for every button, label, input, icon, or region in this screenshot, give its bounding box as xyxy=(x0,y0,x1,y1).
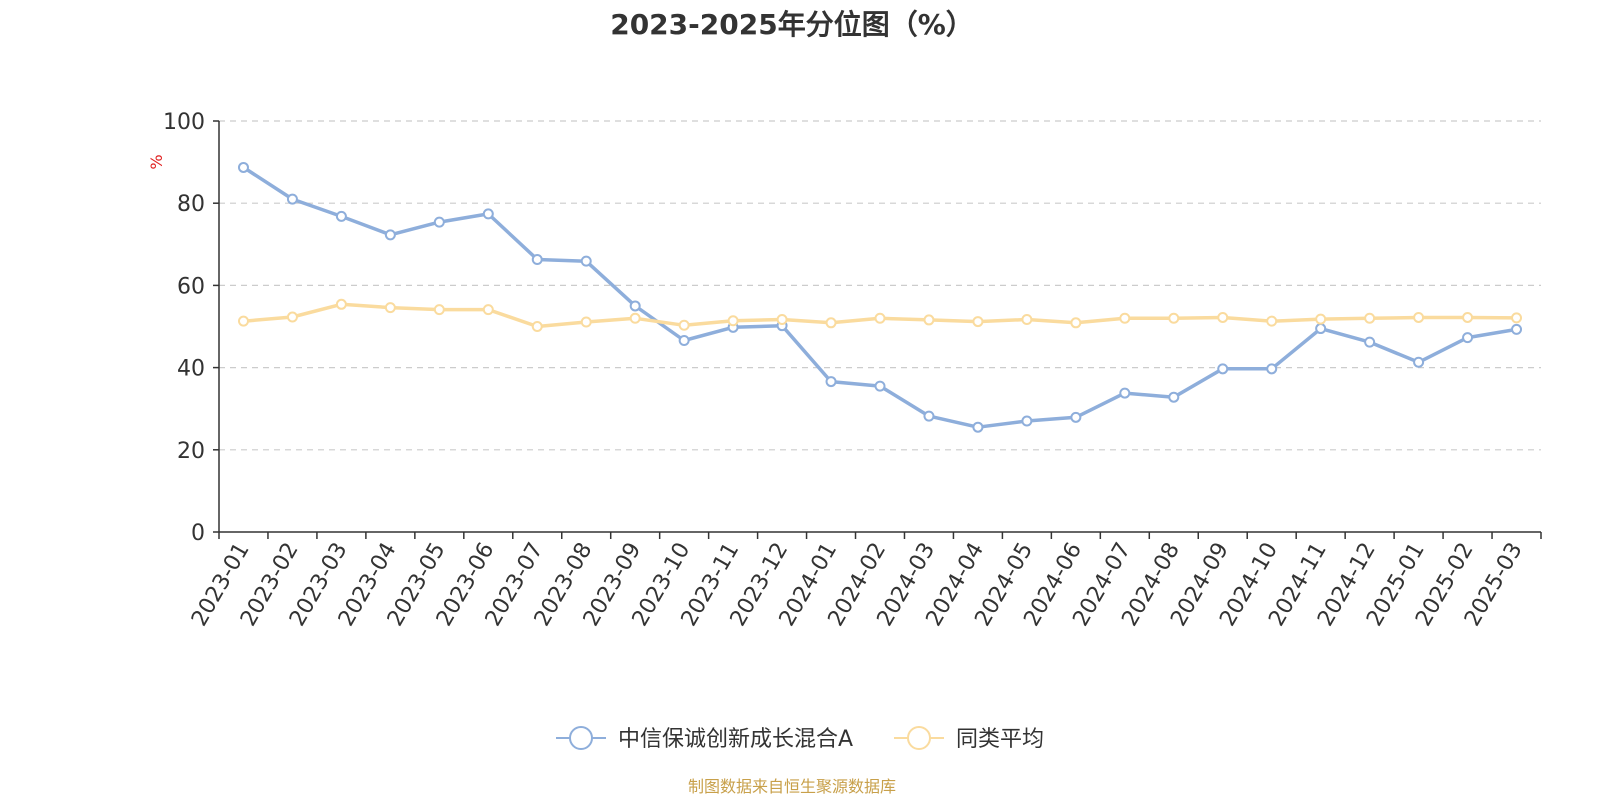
series-1 xyxy=(237,161,1523,433)
data-point[interactable] xyxy=(1364,312,1376,324)
data-point[interactable] xyxy=(1168,391,1180,403)
legend[interactable]: 中信保诚创新成长混合A 同类平均 xyxy=(556,726,1044,752)
data-point[interactable] xyxy=(1217,363,1229,375)
data-point[interactable] xyxy=(1119,387,1131,399)
y-tick-label: 100 xyxy=(163,110,205,135)
data-point[interactable] xyxy=(286,193,298,205)
data-point[interactable] xyxy=(1070,317,1082,329)
data-point[interactable] xyxy=(1364,336,1376,348)
data-point[interactable] xyxy=(1462,311,1474,323)
data-point[interactable] xyxy=(580,316,592,328)
y-tick-label: 60 xyxy=(177,274,205,299)
data-point[interactable] xyxy=(384,229,396,241)
data-point[interactable] xyxy=(923,410,935,422)
data-point[interactable] xyxy=(1168,312,1180,324)
data-point[interactable] xyxy=(727,315,739,327)
data-point[interactable] xyxy=(1413,311,1425,323)
data-point[interactable] xyxy=(1511,323,1523,335)
data-point[interactable] xyxy=(531,254,543,266)
y-axis-label: % xyxy=(147,154,166,169)
data-point[interactable] xyxy=(1266,363,1278,375)
data-point[interactable] xyxy=(1119,312,1131,324)
data-point[interactable] xyxy=(1413,356,1425,368)
data-point[interactable] xyxy=(531,321,543,332)
series-2 xyxy=(237,298,1523,332)
data-point[interactable] xyxy=(433,304,445,316)
data-point[interactable] xyxy=(1217,311,1229,323)
y-tick-label: 0 xyxy=(191,521,205,546)
data-point[interactable] xyxy=(335,298,347,310)
data-point[interactable] xyxy=(629,300,641,312)
data-point[interactable] xyxy=(482,208,494,220)
data-point[interactable] xyxy=(1315,323,1327,335)
data-point[interactable] xyxy=(1021,314,1033,326)
data-point[interactable] xyxy=(678,334,690,346)
data-point[interactable] xyxy=(1462,332,1474,344)
data-point[interactable] xyxy=(1315,313,1327,325)
data-point[interactable] xyxy=(482,304,494,316)
series-lines xyxy=(237,161,1523,433)
data-point[interactable] xyxy=(972,316,984,328)
data-point[interactable] xyxy=(433,216,445,228)
y-tick-label: 80 xyxy=(177,192,205,217)
data-point[interactable] xyxy=(237,315,249,327)
chart-title: 2023-2025年分位图（%） xyxy=(610,8,974,41)
legend-label: 中信保诚创新成长混合A xyxy=(618,727,853,752)
grid-lines xyxy=(219,120,1541,451)
data-point[interactable] xyxy=(678,319,690,331)
data-point[interactable] xyxy=(1266,315,1278,327)
data-point[interactable] xyxy=(384,302,396,314)
source-note: 制图数据来自恒生聚源数据库 xyxy=(688,777,896,796)
data-point[interactable] xyxy=(825,317,837,329)
data-point[interactable] xyxy=(972,421,984,433)
data-point[interactable] xyxy=(1070,411,1082,423)
legend-label: 同类平均 xyxy=(956,727,1044,752)
y-tick-label: 40 xyxy=(177,357,205,382)
legend-item[interactable]: 同类平均 xyxy=(894,726,1044,752)
data-point[interactable] xyxy=(237,161,249,173)
data-point[interactable] xyxy=(1021,415,1033,427)
legend-item[interactable]: 中信保诚创新成长混合A xyxy=(556,726,853,752)
data-point[interactable] xyxy=(335,210,347,222)
legend-marker xyxy=(907,726,931,750)
data-point[interactable] xyxy=(286,311,298,323)
data-point[interactable] xyxy=(580,255,592,267)
y-tick-label: 20 xyxy=(177,439,205,464)
legend-marker xyxy=(569,726,593,750)
data-point[interactable] xyxy=(629,312,641,324)
data-point[interactable] xyxy=(825,376,837,388)
data-point[interactable] xyxy=(1511,312,1523,324)
data-point[interactable] xyxy=(874,312,886,324)
axes: 0204060801002023-012023-022023-032023-04… xyxy=(163,110,1542,631)
data-point[interactable] xyxy=(923,314,935,326)
data-point[interactable] xyxy=(776,314,788,326)
data-point[interactable] xyxy=(874,380,886,392)
